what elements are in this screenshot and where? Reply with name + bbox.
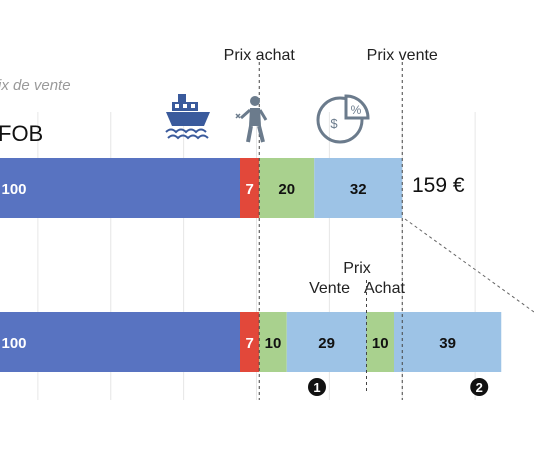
- bar-data-label: 29: [318, 335, 335, 352]
- bar-data-label: 39: [439, 335, 456, 352]
- bar-data-label: 100: [1, 335, 26, 352]
- bar-data-label: 100: [1, 181, 26, 198]
- bar-segment: [259, 312, 287, 372]
- bar-labels: 100 7 20 32 100 7 10 29 10 39: [1, 181, 455, 352]
- zoom-connector-line: [404, 218, 534, 313]
- circle-badge-label: 2: [476, 380, 483, 395]
- bar-segment: [366, 312, 394, 372]
- bar-segment: [286, 312, 367, 372]
- pie-percent-dollar-icon: % $: [316, 94, 370, 144]
- top-markers: Prix achat Prix vente: [224, 47, 438, 400]
- marker-label: Prix vente: [367, 47, 438, 64]
- circle-badge: [470, 378, 489, 396]
- bar-segment: [0, 312, 240, 372]
- bar-data-label: 7: [245, 335, 253, 352]
- row-label-fob: FOB: [0, 121, 43, 146]
- marker-achat-label: Achat: [364, 280, 405, 297]
- bar-data-label: 32: [350, 181, 367, 198]
- svg-text:%: %: [351, 103, 362, 117]
- ship-icon: [165, 94, 210, 140]
- circle-badge: [308, 378, 326, 396]
- total-label: 159 €: [412, 174, 465, 197]
- bars: [0, 158, 502, 372]
- bar-segment: [394, 312, 502, 372]
- bar-data-label: 10: [372, 335, 389, 352]
- circle-badge-label: 1: [313, 380, 320, 395]
- marker-vente-label: Vente: [309, 280, 350, 297]
- bar-segment: [0, 158, 240, 218]
- chart-subtitle: ix de vente: [0, 77, 71, 94]
- bar-data-label: 20: [278, 181, 295, 198]
- bar-segment: [240, 312, 260, 372]
- marker-label: Prix achat: [224, 47, 296, 64]
- marker-prix-label: Prix: [343, 260, 371, 277]
- bar-segment: [314, 158, 403, 218]
- bar-data-label: 10: [265, 335, 282, 352]
- bar-segment: [240, 158, 260, 218]
- bar-segment: [259, 158, 315, 218]
- svg-text:$: $: [330, 116, 338, 131]
- worker-icon: [235, 96, 268, 143]
- bar-data-label: 7: [245, 181, 253, 198]
